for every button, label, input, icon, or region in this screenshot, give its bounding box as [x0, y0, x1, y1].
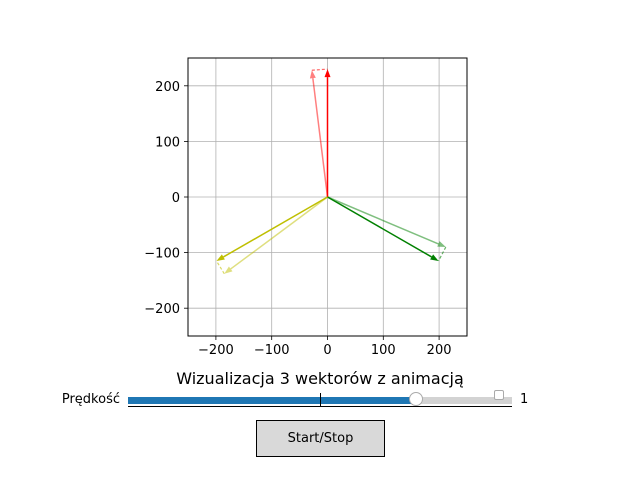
previous-vector-head — [224, 266, 233, 274]
x-tick-label: 200 — [427, 343, 452, 358]
previous-vector-shaft — [230, 196, 328, 270]
vector-delta-line — [311, 68, 328, 71]
vector-shaft — [327, 196, 432, 258]
speed-slider-label: Prędkość — [61, 392, 120, 407]
x-tick-label: 100 — [371, 343, 396, 358]
previous-vector-shaft — [327, 196, 439, 245]
x-tick-label: −200 — [198, 343, 234, 358]
x-tick-label: 0 — [323, 343, 331, 358]
vector-shaft — [223, 196, 328, 258]
start-stop-button[interactable]: Start/Stop — [256, 420, 385, 457]
vector-head — [430, 254, 439, 261]
vector-delta-line — [215, 260, 225, 275]
previous-vector-head — [309, 70, 316, 79]
y-tick-label: 0 — [172, 191, 180, 206]
y-tick-label: −200 — [144, 302, 180, 317]
plot-frame — [187, 57, 468, 337]
vector-head — [324, 69, 331, 78]
axis-ticks: −200 −100 0 100 200 −200 −100 0 100 200 — [144, 80, 451, 358]
previous-vector-shaft — [312, 78, 329, 198]
vectors — [215, 68, 447, 275]
vector-delta-line — [438, 246, 447, 262]
speed-slider-value: 1 — [520, 392, 529, 407]
vector-head — [216, 254, 225, 261]
previous-vector-head — [437, 241, 446, 248]
speed-slider-end-handle[interactable] — [494, 390, 504, 400]
speed-slider-fill — [128, 397, 416, 404]
y-tick-label: −100 — [144, 247, 180, 262]
speed-slider-handle[interactable] — [409, 392, 423, 406]
y-tick-label: 200 — [155, 80, 180, 95]
speed-slider-initial-marker — [320, 393, 321, 407]
plot-title: Wizualizacja 3 wektorów z animacją — [176, 369, 464, 388]
y-tick-label: 100 — [155, 135, 180, 150]
x-tick-label: −100 — [254, 343, 290, 358]
